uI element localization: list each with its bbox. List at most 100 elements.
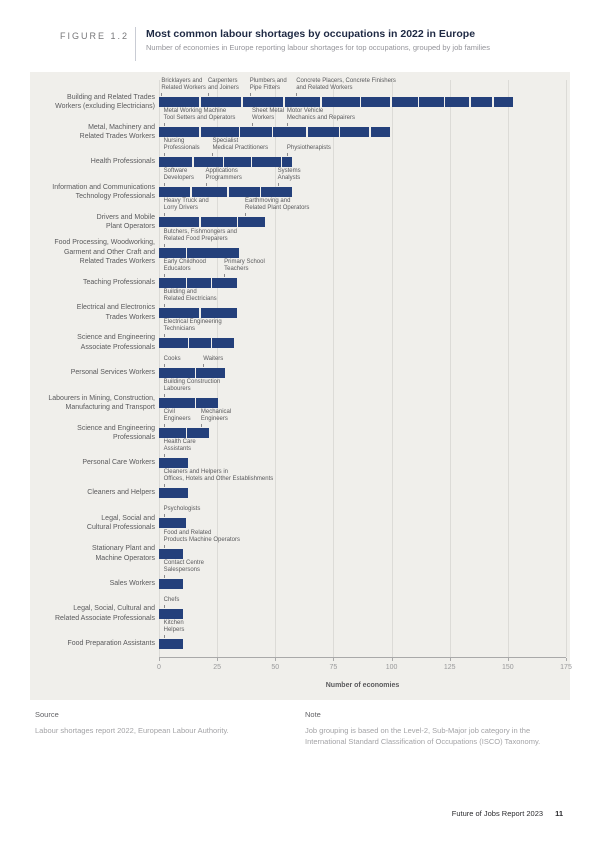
- segment-label: Motor Vehicle Mechanics and Repairers: [286, 108, 355, 122]
- segment-label: Heavy Truck and Lorry Drivers: [163, 198, 209, 212]
- figure-label: FIGURE 1.2: [60, 31, 130, 41]
- bar-segment: [159, 398, 195, 408]
- chart-title: Most common labour shortages by occupati…: [146, 28, 476, 40]
- bar-segment: [159, 488, 188, 499]
- segment-label: Psychologists: [163, 506, 201, 513]
- segment-label: Contact Centre Salespersons: [163, 559, 204, 573]
- bar-segment: [186, 428, 209, 439]
- segment-label-tick: [245, 213, 247, 217]
- category-label: Drivers and Mobile Plant Operators: [96, 213, 155, 231]
- category-label: Stationary Plant and Machine Operators: [91, 545, 155, 562]
- bar-segment: [391, 97, 419, 107]
- bar-segment: [159, 337, 188, 348]
- axis-tick: [391, 658, 393, 661]
- chart-subtitle: Number of economies in Europe reporting …: [146, 43, 490, 52]
- segment-label: Civil Engineers: [163, 409, 191, 423]
- segment-label-tick: [163, 183, 165, 187]
- segment-label-tick: [163, 454, 165, 458]
- segment-label-tick: [163, 544, 165, 548]
- segment-label-tick: [163, 363, 165, 367]
- segment-label: Butchers, Fishmongers and Related Food P…: [163, 228, 238, 242]
- segment-label-tick: [203, 363, 205, 367]
- bar-segment: [159, 428, 186, 439]
- bar-segment: [242, 97, 284, 107]
- category-label: Food Processing, Woodworking, Garment an…: [54, 239, 155, 265]
- page-footer: Future of Jobs Report 2023 11: [452, 809, 563, 818]
- segment-label-tick: [163, 213, 165, 217]
- bar-segment: [419, 97, 444, 107]
- axis-tick-label: 50: [271, 664, 280, 671]
- bar-segment: [159, 548, 184, 559]
- bar-segment: [200, 97, 242, 107]
- bar-segment: [212, 277, 237, 288]
- segment-label: Sheet Metal Workers: [252, 108, 285, 122]
- segment-label-tick: [212, 153, 214, 157]
- segment-label-tick: [163, 604, 165, 608]
- segment-label-tick: [163, 424, 165, 428]
- bar-segment: [272, 127, 307, 138]
- gridline: [507, 80, 509, 657]
- segment-label-tick: [163, 394, 165, 397]
- gridline: [566, 80, 567, 657]
- bar-segment: [228, 187, 260, 198]
- category-label: Metal, Machinery and Related Trades Work…: [79, 123, 155, 141]
- gridline: [391, 80, 393, 657]
- segment-label: Metal Working Machine Tool Setters and O…: [163, 108, 236, 122]
- segment-label-tick: [252, 123, 254, 127]
- bar-segment: [212, 337, 235, 348]
- category-label: Sales Workers: [109, 579, 155, 587]
- source-heading: Source: [35, 710, 59, 719]
- segment-label-tick: [163, 123, 165, 127]
- x-axis-line: [159, 657, 566, 658]
- category-label: Health Professionals: [90, 158, 155, 166]
- segment-label-tick: [161, 93, 163, 96]
- bar-segment: [159, 578, 184, 589]
- segment-label: Kitchen Helpers: [163, 619, 185, 633]
- bar-segment: [200, 127, 239, 138]
- segment-label-tick: [249, 93, 251, 96]
- footer-page-number: 11: [555, 809, 563, 818]
- axis-tick-label: 0: [157, 664, 161, 671]
- axis-tick-label: 175: [560, 664, 572, 671]
- header-divider: [135, 27, 136, 61]
- axis-tick: [449, 658, 451, 661]
- segment-label-tick: [163, 303, 165, 307]
- bar-segment: [159, 458, 188, 469]
- bar-segment: [470, 97, 493, 107]
- segment-label: Cleaners and Helpers in Offices, Hotels …: [163, 469, 274, 483]
- axis-tick: [507, 658, 509, 661]
- category-label: Personal Services Workers: [70, 368, 155, 376]
- segment-label: Earthmoving and Related Plant Operators: [245, 198, 310, 212]
- segment-label: Health Care Assistants: [163, 439, 196, 453]
- segment-label-tick: [205, 183, 207, 187]
- segment-label: Bricklayers and Related Workers: [161, 78, 206, 91]
- axis-tick: [566, 658, 567, 661]
- footer-report-title: Future of Jobs Report 2023: [451, 809, 544, 818]
- bar-segment: [159, 97, 200, 107]
- segment-label: Specialist Medical Practitioners: [212, 138, 269, 152]
- bar-segment: [196, 398, 219, 408]
- source-text: Labour shortages report 2022, European L…: [35, 726, 229, 735]
- axis-tick-label: 100: [385, 664, 398, 671]
- bar-segment: [159, 157, 193, 168]
- segment-label: Mechanical Engineers: [200, 409, 232, 423]
- segment-label: Applications Programmers: [205, 168, 242, 182]
- category-label: Legal, Social, Cultural and Related Asso…: [55, 605, 155, 622]
- segment-label: Plumbers and Pipe Fitters: [249, 78, 287, 91]
- bar-segment: [340, 127, 370, 138]
- bar-segment: [261, 187, 293, 198]
- segment-label-tick: [277, 183, 279, 187]
- category-label: Teaching Professionals: [83, 278, 155, 286]
- gridline: [333, 80, 335, 657]
- segment-label: Early Childhood Educators: [163, 258, 206, 272]
- segment-label: Systems Analysts: [277, 168, 301, 182]
- segment-label: Food and Related Products Machine Operat…: [163, 529, 241, 543]
- bar-segment: [159, 638, 184, 649]
- category-label: Labourers in Mining, Construction, Manuf…: [48, 394, 155, 412]
- segment-label-tick: [163, 273, 165, 277]
- gridline: [449, 80, 451, 657]
- bar-segment: [238, 217, 265, 228]
- bar-segment: [193, 157, 223, 168]
- segment-label-tick: [207, 93, 209, 96]
